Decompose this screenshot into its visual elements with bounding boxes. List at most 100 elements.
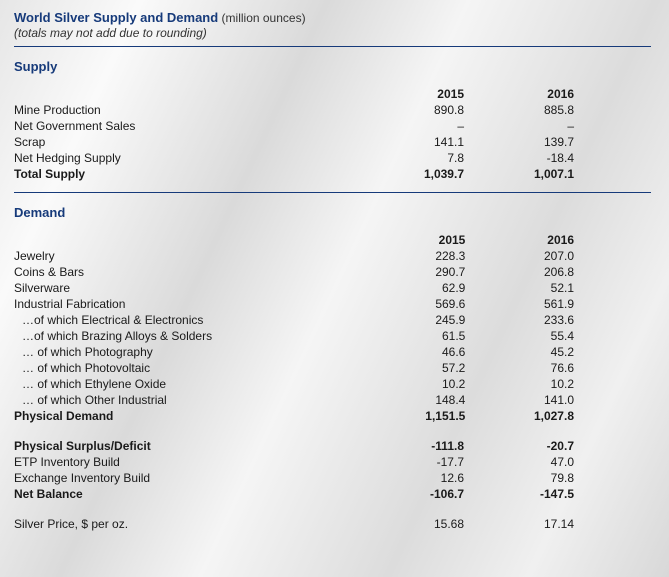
table-row-total: Physical Demand 1,151.5 1,027.8: [14, 408, 574, 424]
cell: 207.0: [465, 248, 574, 264]
cell: 1,027.8: [465, 408, 574, 424]
col-header-blank: [14, 232, 357, 248]
cell: 141.0: [465, 392, 574, 408]
row-label-sub: …of which Electrical & Electronics: [14, 312, 357, 328]
cell: 885.8: [464, 102, 574, 118]
row-label: Net Balance: [14, 486, 354, 502]
cell: 228.3: [357, 248, 466, 264]
table-header-row: 2015 2016: [14, 232, 574, 248]
cell: -18.4: [464, 150, 574, 166]
section-title-supply: Supply: [14, 59, 651, 74]
row-label-sub: … of which Ethylene Oxide: [14, 376, 357, 392]
cell: 17.14: [464, 502, 574, 532]
table-row: … of which Other Industrial 148.4 141.0: [14, 392, 574, 408]
spacer: [14, 424, 651, 438]
cell: 1,151.5: [357, 408, 466, 424]
page: World Silver Supply and Demand (million …: [0, 0, 669, 532]
cell: –: [464, 118, 574, 134]
row-label: Silverware: [14, 280, 357, 296]
row-label: Physical Demand: [14, 408, 357, 424]
cell: -20.7: [464, 438, 574, 454]
cell: 47.0: [464, 454, 574, 470]
page-title: World Silver Supply and Demand: [14, 10, 218, 25]
table-row: Coins & Bars 290.7 206.8: [14, 264, 574, 280]
row-label: Net Government Sales: [14, 118, 354, 134]
cell: 206.8: [465, 264, 574, 280]
cell: 1,039.7: [354, 166, 464, 182]
row-label: Physical Surplus/Deficit: [14, 438, 354, 454]
cell: 45.2: [465, 344, 574, 360]
row-label: Scrap: [14, 134, 354, 150]
cell: 569.6: [357, 296, 466, 312]
table-header-row: 2015 2016: [14, 86, 574, 102]
cell: 890.8: [354, 102, 464, 118]
table-row: Silverware 62.9 52.1: [14, 280, 574, 296]
col-header-y1: 2015: [357, 232, 466, 248]
demand-table: 2015 2016 Jewelry 228.3 207.0 Coins & Ba…: [14, 232, 574, 424]
cell: 55.4: [465, 328, 574, 344]
table-row: Physical Surplus/Deficit -111.8 -20.7: [14, 438, 574, 454]
cell: 561.9: [465, 296, 574, 312]
col-header-blank: [14, 86, 354, 102]
cell: –: [354, 118, 464, 134]
cell: 290.7: [357, 264, 466, 280]
row-label: Coins & Bars: [14, 264, 357, 280]
supply-table: 2015 2016 Mine Production 890.8 885.8 Ne…: [14, 86, 574, 182]
cell: 139.7: [464, 134, 574, 150]
row-label: ETP Inventory Build: [14, 454, 354, 470]
cell: -106.7: [354, 486, 464, 502]
table-row: Jewelry 228.3 207.0: [14, 248, 574, 264]
cell: 57.2: [357, 360, 466, 376]
cell: 79.8: [464, 470, 574, 486]
table-row-price: Silver Price, $ per oz. 15.68 17.14: [14, 502, 574, 532]
cell: 15.68: [354, 502, 464, 532]
cell: 12.6: [354, 470, 464, 486]
cell: 76.6: [465, 360, 574, 376]
row-label-sub: … of which Photography: [14, 344, 357, 360]
cell: 1,007.1: [464, 166, 574, 182]
table-row: Net Hedging Supply 7.8 -18.4: [14, 150, 574, 166]
divider: [14, 192, 651, 193]
balance-table: Physical Surplus/Deficit -111.8 -20.7 ET…: [14, 438, 574, 532]
table-row: …of which Brazing Alloys & Solders 61.5 …: [14, 328, 574, 344]
row-label: Exchange Inventory Build: [14, 470, 354, 486]
row-label-sub: … of which Other Industrial: [14, 392, 357, 408]
cell: 7.8: [354, 150, 464, 166]
table-row: …of which Electrical & Electronics 245.9…: [14, 312, 574, 328]
cell: 141.1: [354, 134, 464, 150]
page-subtitle: (totals may not add due to rounding): [14, 26, 651, 40]
table-row: Scrap 141.1 139.7: [14, 134, 574, 150]
table-row: … of which Ethylene Oxide 10.2 10.2: [14, 376, 574, 392]
table-row: ETP Inventory Build -17.7 47.0: [14, 454, 574, 470]
spacer: [14, 182, 651, 192]
row-label: Total Supply: [14, 166, 354, 182]
row-label: Net Hedging Supply: [14, 150, 354, 166]
col-header-y2: 2016: [464, 86, 574, 102]
cell: 10.2: [357, 376, 466, 392]
table-row-total: Net Balance -106.7 -147.5: [14, 486, 574, 502]
cell: 62.9: [357, 280, 466, 296]
table-row: Mine Production 890.8 885.8: [14, 102, 574, 118]
cell: -147.5: [464, 486, 574, 502]
cell: -17.7: [354, 454, 464, 470]
row-label-sub: …of which Brazing Alloys & Solders: [14, 328, 357, 344]
row-label: Jewelry: [14, 248, 357, 264]
cell: 52.1: [465, 280, 574, 296]
cell: 245.9: [357, 312, 466, 328]
table-row: … of which Photovoltaic 57.2 76.6: [14, 360, 574, 376]
col-header-y1: 2015: [354, 86, 464, 102]
table-row: … of which Photography 46.6 45.2: [14, 344, 574, 360]
table-row: Net Government Sales – –: [14, 118, 574, 134]
table-row-total: Total Supply 1,039.7 1,007.1: [14, 166, 574, 182]
row-label: Industrial Fabrication: [14, 296, 357, 312]
row-label: Silver Price, $ per oz.: [14, 502, 354, 532]
cell: 61.5: [357, 328, 466, 344]
cell: 46.6: [357, 344, 466, 360]
col-header-y2: 2016: [465, 232, 574, 248]
row-label: Mine Production: [14, 102, 354, 118]
cell: 10.2: [465, 376, 574, 392]
section-title-demand: Demand: [14, 205, 651, 220]
table-row: Exchange Inventory Build 12.6 79.8: [14, 470, 574, 486]
cell: 148.4: [357, 392, 466, 408]
title-line: World Silver Supply and Demand (million …: [14, 10, 651, 25]
